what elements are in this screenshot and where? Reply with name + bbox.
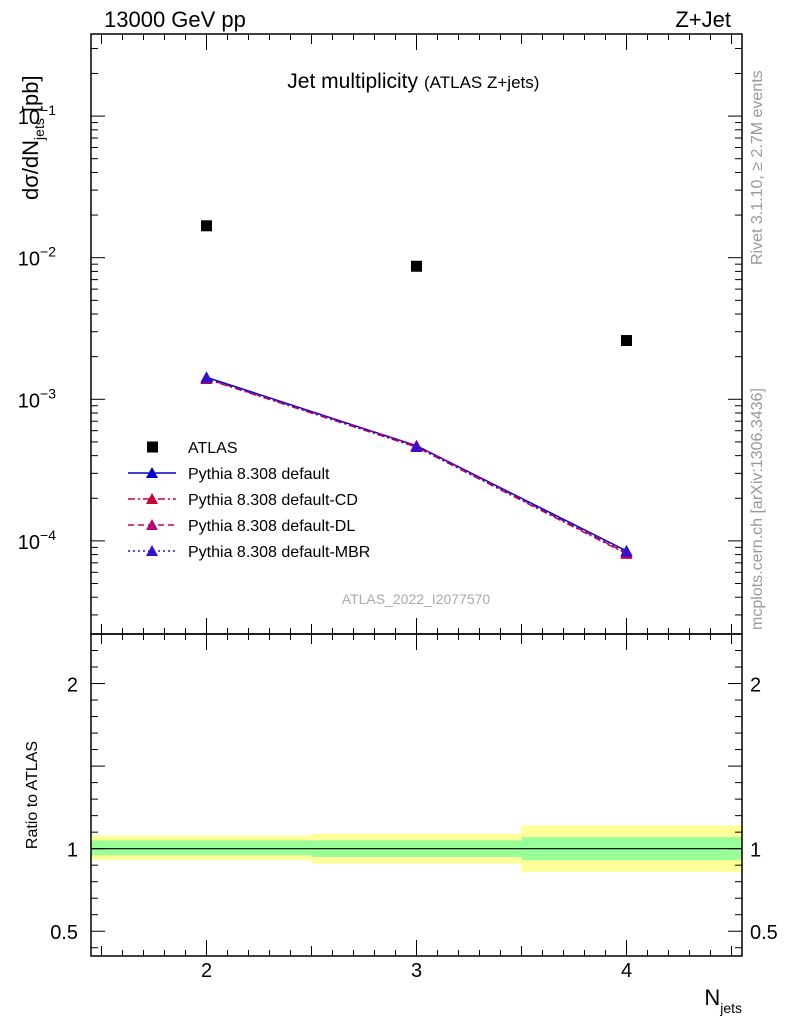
mc-point	[200, 371, 213, 383]
y-tick-label: 10−4	[18, 527, 56, 554]
ratio-y-tick-label-left: 0.5	[50, 922, 78, 944]
main-axis-ticks: 10−110−210−310−4	[18, 34, 742, 634]
y-tick-label-base: 10	[18, 249, 40, 271]
mcplots-label: mcplots.cern.ch [arXiv:1306.3436]	[749, 388, 766, 630]
stat-uncertainty-band	[91, 840, 312, 856]
data-point	[201, 220, 212, 232]
main-panel: Jet multiplicity (ATLAS Z+jets) ATLAS_20…	[18, 33, 743, 635]
y-axis-label-sub: jets	[31, 118, 47, 141]
data-point	[621, 335, 632, 347]
x-tick-label: 2	[201, 960, 212, 982]
header-left: 13000 GeV pp	[104, 7, 246, 32]
y-tick-label-exponent: −2	[40, 244, 56, 260]
data-point	[411, 260, 422, 272]
legend-marker	[146, 493, 158, 504]
y-tick-label-base: 10	[18, 107, 40, 129]
y-tick-label: 10−1	[18, 102, 56, 129]
x-axis-label-main: N	[704, 985, 720, 1010]
legend-label: Pythia 8.308 default	[188, 466, 330, 483]
legend-label: ATLAS	[188, 440, 238, 457]
legend-label: Pythia 8.308 default-MBR	[188, 544, 370, 561]
y-axis-label-unit: [pb]	[18, 75, 43, 112]
y-tick-label: 10−2	[18, 244, 56, 271]
y-tick-label-exponent: −3	[40, 385, 56, 401]
x-axis-label: Njets	[704, 985, 742, 1016]
ratio-y-tick-label-right: 0.5	[750, 922, 778, 944]
mc-point	[410, 441, 423, 453]
x-tick-label: 4	[621, 960, 632, 982]
rivet-label: Rivet 3.1.10, ≥ 2.7M events	[749, 70, 766, 265]
ratio-y-tick-label-right: 2	[750, 675, 761, 697]
y-tick-label-base: 10	[18, 532, 40, 554]
plot-title: Jet multiplicity	[287, 70, 418, 93]
ratio-panel: 0.5 0.5 1 1 2 2 2 3 4 Ratio to ATLAS Njets	[24, 633, 778, 1016]
mc-point	[620, 545, 633, 557]
watermark: ATLAS_2022_I2077570	[342, 591, 491, 607]
ratio-y-tick-label-left: 1	[67, 840, 78, 862]
y-tick-label: 10−3	[18, 385, 56, 412]
legend-marker	[146, 467, 158, 478]
legend-label: Pythia 8.308 default-DL	[188, 518, 355, 535]
y-tick-label-exponent: −1	[40, 102, 56, 118]
ratio-frame	[90, 633, 743, 957]
plot-subtitle: (ATLAS Z+jets)	[424, 73, 539, 92]
y-axis-label-main: dσ/dN	[18, 140, 43, 200]
ratio-axis-ticks: 0.5 0.5 1 1 2 2 2 3 4	[50, 634, 778, 982]
x-axis-label-sub: jets	[719, 1000, 742, 1016]
header-right: Z+Jet	[675, 7, 731, 32]
data-points	[200, 220, 633, 559]
y-axis-label: dσ/dNjets [pb]	[18, 75, 47, 200]
legend-marker	[147, 441, 158, 453]
ratio-y-label: Ratio to ATLAS	[24, 741, 41, 849]
y-tick-label-base: 10	[18, 390, 40, 412]
legend-label: Pythia 8.308 default-CD	[188, 492, 358, 509]
legend: ATLAS Pythia 8.308 default Pythia 8.308 de…	[128, 440, 370, 561]
ratio-y-tick-label-left: 2	[67, 675, 78, 697]
legend-marker	[146, 519, 158, 530]
legend-marker	[146, 545, 158, 556]
ratio-y-tick-label-right: 1	[750, 840, 761, 862]
y-tick-label-exponent: −4	[40, 527, 56, 543]
x-tick-label: 3	[411, 960, 422, 982]
